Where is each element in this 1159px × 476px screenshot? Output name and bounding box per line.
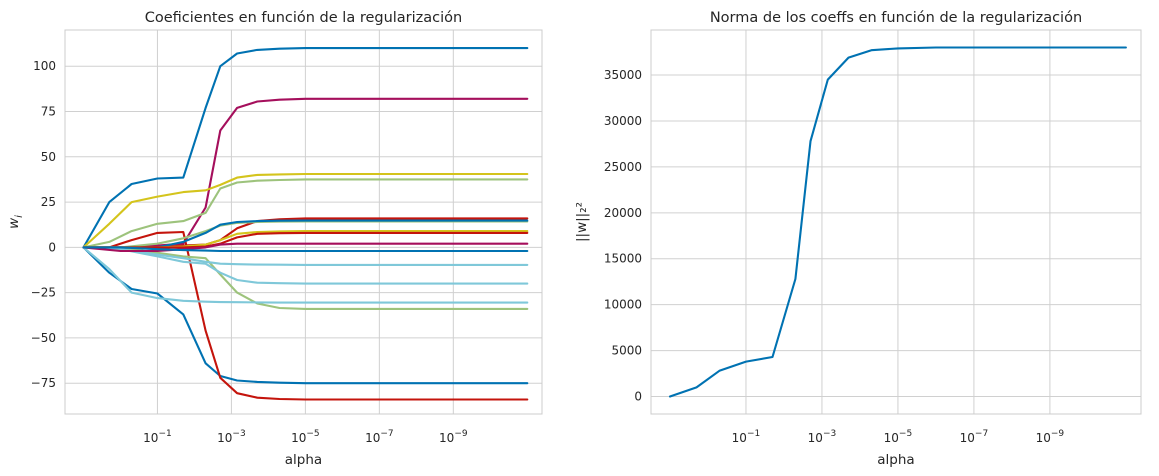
x-tick-exponent: −3 [823,429,836,439]
x-tick-exponent: −5 [899,429,912,439]
x-tick-base: 10 [960,431,975,445]
y-tick-label: 15000 [604,252,642,266]
coefficients-plot: 10−1 10−3 10−5 10−7 10−91007550250−25−50−75C… [6,10,543,468]
x-tick-base: 10 [808,431,823,445]
x-tick-label: 10−1 [732,429,761,445]
series-line-8 [82,246,529,304]
series-line-9 [82,246,529,285]
series-line-2 [82,97,529,249]
y-axis-label: ||w||₂² [574,202,590,242]
x-tick-exponent: −5 [306,429,319,439]
x-tick-exponent: −1 [158,429,171,439]
x-tick-base: 10 [1036,431,1051,445]
y-axis-label: wi [6,215,25,229]
plot-frame [650,29,1142,415]
y-tick-label: 0 [634,390,642,404]
norm-plot: 10−1 10−3 10−5 10−7 10−935000300002500020000… [574,10,1142,468]
x-tick-label: 10−7 [365,429,394,445]
chart-title: Norma de los coeffs en función de la reg… [710,10,1082,26]
y-axis-label-sub: i [14,215,25,218]
series-line-4 [82,178,529,249]
series-line-3 [82,172,529,249]
x-tick-base: 10 [884,431,899,445]
y-tick-label: −75 [31,376,56,390]
x-tick-label: 10−5 [291,429,320,445]
chart-title: Coeficientes en función de la regulariza… [145,10,463,26]
y-tick-label: 35000 [604,68,642,82]
y-tick-label: 75 [41,105,56,119]
y-tick-label: 100 [33,59,56,73]
x-tick-exponent: −9 [454,429,468,439]
series-line-15 [82,242,529,253]
x-tick-label: 10−3 [217,429,246,445]
y-tick-label: 25000 [604,160,642,174]
x-tick-base: 10 [439,431,454,445]
y-tick-label: −50 [31,331,56,345]
x-tick-label: 10−7 [960,429,989,445]
x-tick-label: 10−9 [1036,429,1065,445]
y-tick-label: −25 [31,286,56,300]
x-tick-base: 10 [217,431,232,445]
x-tick-base: 10 [365,431,380,445]
plot-frame [64,29,543,415]
x-tick-exponent: −7 [380,429,393,439]
y-tick-label: 25 [41,195,56,209]
series-line-14 [82,231,529,249]
x-tick-base: 10 [143,431,158,445]
y-tick-label: 50 [41,150,56,164]
y-tick-label: 10000 [604,298,642,312]
series-line-10 [82,246,529,266]
y-tick-label: 0 [48,240,56,254]
x-tick-exponent: −7 [975,429,988,439]
y-tick-label: 30000 [604,114,642,128]
x-tick-base: 10 [732,431,747,445]
y-axis-label-main: w [6,217,22,229]
x-tick-exponent: −1 [747,429,760,439]
x-tick-exponent: −9 [1051,429,1065,439]
x-tick-label: 10−5 [884,429,913,445]
y-tick-label: 5000 [611,344,642,358]
x-tick-base: 10 [291,431,306,445]
x-tick-label: 10−1 [143,429,172,445]
x-axis-label: alpha [877,452,914,468]
series-line-5 [82,230,529,401]
x-tick-exponent: −3 [232,429,245,439]
series-line-0 [82,47,529,249]
x-axis-label: alpha [285,452,322,468]
y-tick-label: 20000 [604,206,642,220]
x-tick-label: 10−3 [808,429,837,445]
x-tick-label: 10−9 [439,429,468,445]
series-line-0 [668,46,1127,398]
series-line-16 [82,246,529,253]
